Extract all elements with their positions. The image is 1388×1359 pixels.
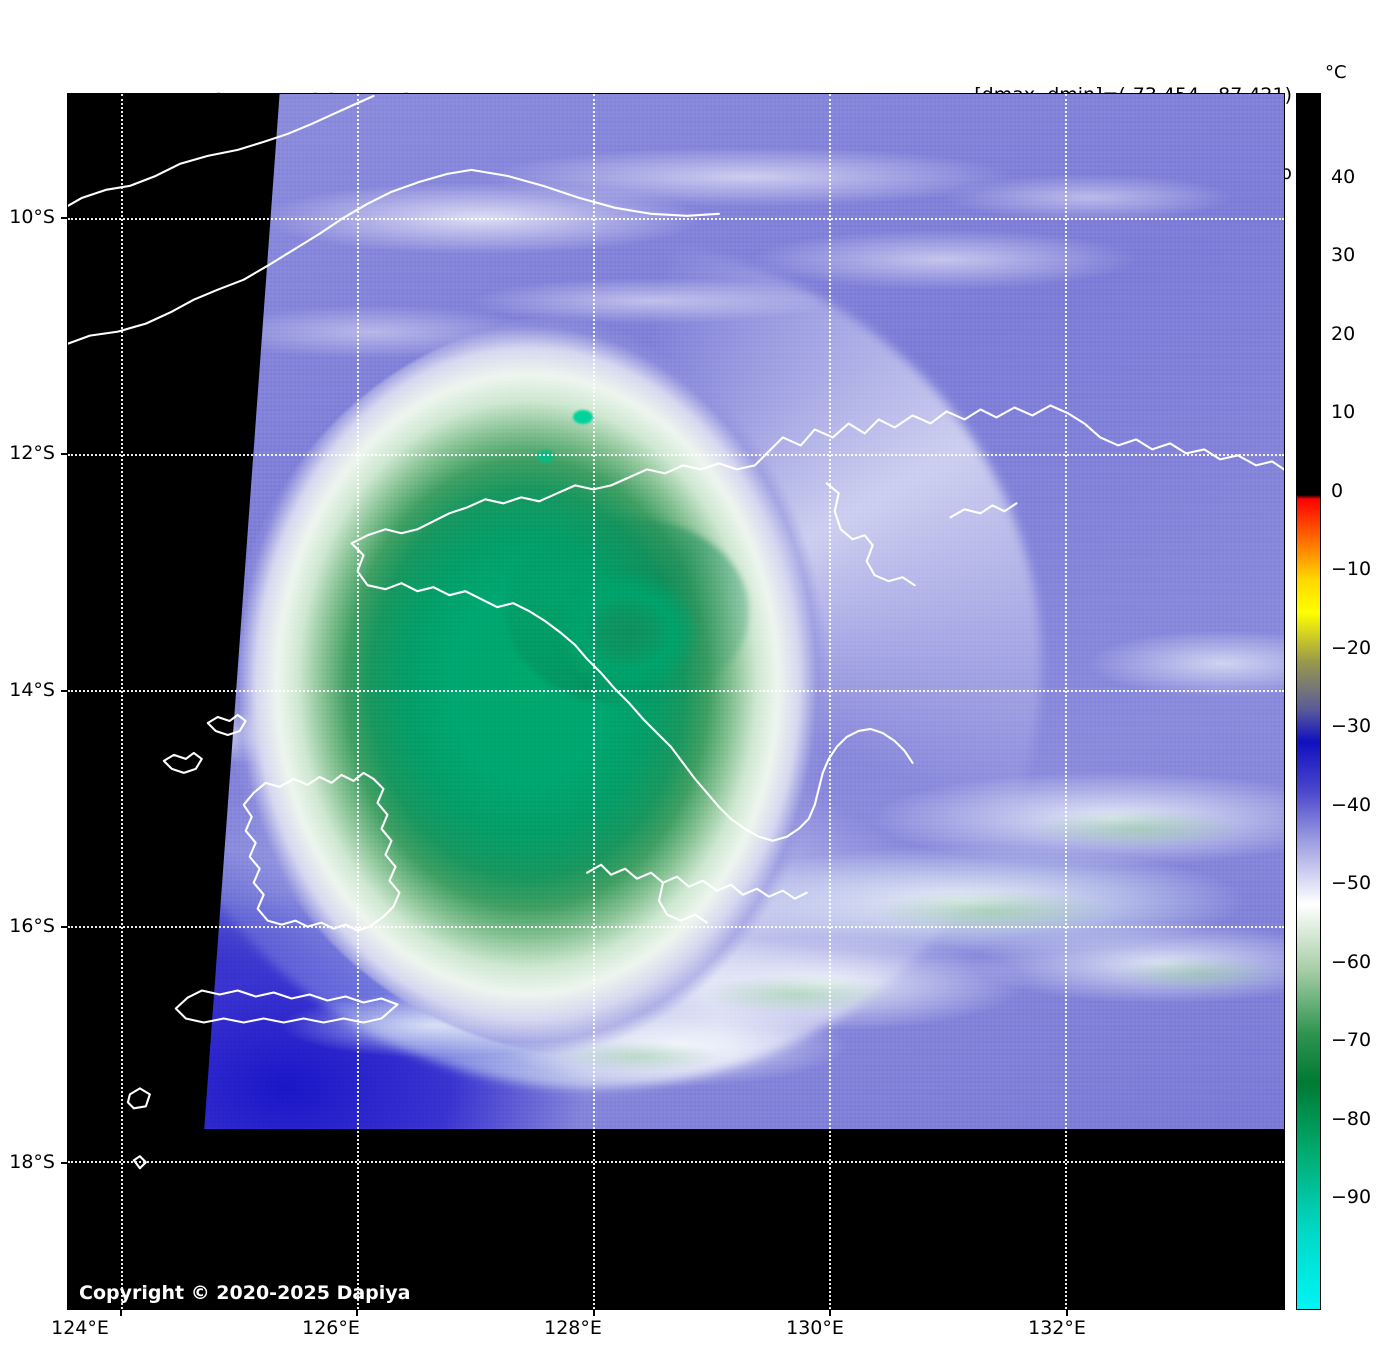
gridline-lon-130: [828, 94, 831, 1309]
gridline-lon-128: [592, 94, 595, 1309]
cbar-tick-40: 40: [1331, 166, 1356, 188]
ytick-label-18S: 18°S: [9, 1151, 55, 1173]
colorbar-gradient: [1297, 94, 1320, 1309]
ytick-label-12S: 12°S: [9, 442, 55, 464]
cbar-tick-m40: −40: [1331, 794, 1372, 816]
cbar-tick-m30: −30: [1331, 715, 1372, 737]
ytick-mark: [61, 217, 67, 219]
cbar-tick-20: 20: [1331, 323, 1356, 345]
ytick-label-10S: 10°S: [9, 206, 55, 228]
ytick-mark: [61, 926, 67, 928]
gridline-lon-132: [1065, 94, 1068, 1309]
storm-eye: [554, 570, 701, 695]
satellite-image-plot[interactable]: Copyright © 2020-2025 Dapiya: [67, 93, 1285, 1310]
gridline-lat-10: [68, 217, 1284, 220]
colorbar-unit-label: °C: [1325, 62, 1347, 83]
cbar-tick-m70: −70: [1331, 1029, 1372, 1051]
gridline-lat-18: [68, 1161, 1284, 1164]
cbar-tick-m10: −10: [1331, 558, 1372, 580]
xtick-label-128E: 128°E: [544, 1317, 602, 1339]
pixel-texture: [204, 94, 1284, 1130]
cbar-tick-m50: −50: [1331, 872, 1372, 894]
overshooting-top-icon: [572, 409, 594, 425]
coastline-overlay: [68, 94, 1284, 1170]
satellite-swath: [204, 94, 1284, 1130]
cbar-tick-m80: −80: [1331, 1108, 1372, 1130]
xtick-mark: [593, 1310, 595, 1316]
xtick-mark: [356, 1310, 358, 1316]
gridline-lat-14: [68, 689, 1284, 692]
ytick-mark: [61, 1162, 67, 1164]
cbar-tick-m60: −60: [1331, 951, 1372, 973]
xtick-mark: [1066, 1310, 1068, 1316]
ytick-mark: [61, 453, 67, 455]
xtick-label-124E: 124°E: [51, 1317, 109, 1339]
xtick-mark: [829, 1310, 831, 1316]
gridline-lon-124: [120, 94, 123, 1309]
cbar-tick-m90: −90: [1331, 1186, 1372, 1208]
xtick-mark: [120, 1310, 122, 1316]
cbar-tick-30: 30: [1331, 244, 1356, 266]
cbar-tick-0: 0: [1331, 480, 1344, 502]
cbar-tick-m20: −20: [1331, 637, 1372, 659]
ytick-label-16S: 16°S: [9, 915, 55, 937]
ytick-label-14S: 14°S: [9, 679, 55, 701]
gridline-lat-12: [68, 453, 1284, 456]
copyright-text: Copyright © 2020-2025 Dapiya: [79, 1282, 411, 1304]
xtick-label-126E: 126°E: [302, 1317, 360, 1339]
cbar-tick-10: 10: [1331, 401, 1356, 423]
colorbar[interactable]: [1296, 93, 1321, 1310]
xtick-label-130E: 130°E: [786, 1317, 844, 1339]
gridline-lon-126: [356, 94, 359, 1309]
xtick-label-132E: 132°E: [1028, 1317, 1086, 1339]
gridline-lat-16: [68, 925, 1284, 928]
overshooting-top-icon: [537, 450, 555, 463]
ytick-mark: [61, 690, 67, 692]
